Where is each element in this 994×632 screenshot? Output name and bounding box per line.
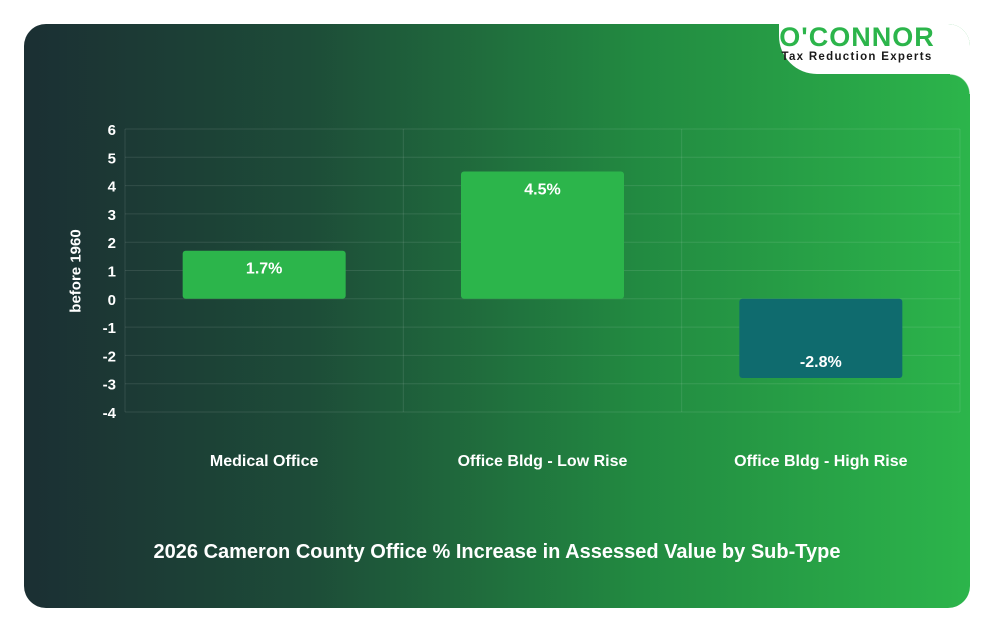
x-axis-categories: Medical Office Office Bldg - Low Rise Offi… [210,453,908,470]
y-tick-label: 3 [108,207,116,224]
x-category-label: Office Bldg - High Rise [734,453,907,470]
chart-bars: 1.7% 4.5% -2.8% [182,171,903,379]
logo-tab [779,24,970,94]
bar-value-label: -2.8% [800,354,842,371]
x-category-label: Office Bldg - Low Rise [458,453,628,470]
chart-title: 2026 Cameron County Office % Increase in… [153,541,841,563]
brand-logo: O'CONNOR [779,22,935,52]
y-axis-ticks: 6 5 4 3 2 1 0 -1 -2 -3 -4 [103,122,117,422]
y-tick-label: 5 [108,150,116,167]
y-tick-label: 0 [108,292,116,309]
x-category-label: Medical Office [210,453,319,470]
y-tick-label: -4 [103,405,117,422]
brand-tagline: Tax Reduction Experts [781,51,933,63]
bar [461,171,624,299]
y-tick-label: 2 [108,235,116,252]
y-tick-label: 1 [108,264,116,281]
y-tick-label: -3 [103,377,116,394]
bar [739,298,903,379]
bar-value-label: 1.7% [246,261,282,278]
bar-value-label: 4.5% [524,181,560,198]
y-tick-label: 4 [108,179,117,196]
bar [182,250,346,299]
y-tick-label: -1 [103,320,116,337]
y-axis-title: before 1960 [67,229,85,313]
y-tick-label: 6 [108,122,116,139]
y-tick-label: -2 [103,348,116,365]
